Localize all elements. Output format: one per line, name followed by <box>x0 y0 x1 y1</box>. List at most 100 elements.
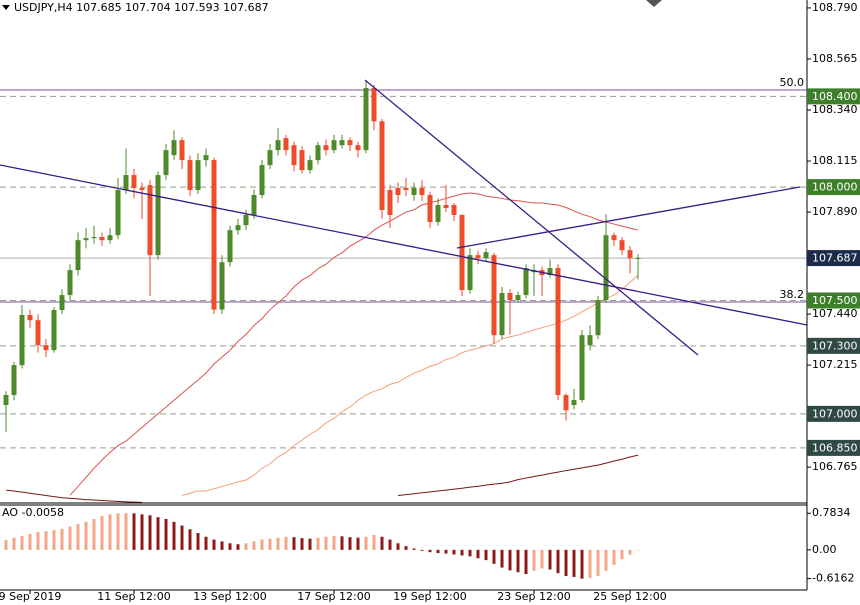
ao-bar <box>500 549 504 568</box>
ao-bar <box>76 524 80 550</box>
candle-body <box>355 145 361 151</box>
ao-bar <box>348 537 352 550</box>
candle-body <box>443 205 449 208</box>
candle-body <box>547 268 553 276</box>
y-tick-label: 107.440 <box>812 307 858 320</box>
candle-body <box>75 240 81 271</box>
candle-body <box>187 160 193 191</box>
ao-bar <box>108 514 112 550</box>
candle-body <box>227 230 233 263</box>
y-tick-label: 108.340 <box>812 103 858 116</box>
ao-bar <box>604 549 608 571</box>
candle-body <box>491 255 497 336</box>
candle-body <box>579 335 585 401</box>
candle-body <box>627 250 633 259</box>
level-label: 107.000 <box>812 407 858 420</box>
y-tick-label: 107.215 <box>812 358 858 371</box>
ao-bar <box>356 537 360 550</box>
candle-body <box>595 300 601 336</box>
ao-bar <box>524 549 528 575</box>
candle-body <box>51 310 57 351</box>
candle-body <box>339 140 345 146</box>
candle-body <box>195 160 201 191</box>
ao-bar <box>12 537 16 550</box>
trendlines <box>0 79 808 356</box>
candle-body <box>147 185 153 256</box>
candle-body <box>131 175 137 189</box>
ao-bar <box>460 549 464 556</box>
candle-body <box>571 400 577 406</box>
ao-bar <box>20 535 24 550</box>
candle-body <box>323 145 329 151</box>
x-tick-label: 19 Sep 12:00 <box>393 590 466 603</box>
ao-bar <box>292 537 296 550</box>
ao-bar <box>588 549 592 578</box>
chart-title: USDJPY,H4 107.685 107.704 107.593 107.68… <box>14 1 269 14</box>
ao-bar <box>372 534 376 550</box>
ao-bar <box>140 514 144 550</box>
candle-body <box>363 87 369 151</box>
candle-body <box>635 258 641 260</box>
x-tick-label: 25 Sep 12:00 <box>593 590 666 603</box>
y-tick-label: 108.790 <box>812 1 858 14</box>
trendline <box>0 164 808 326</box>
ao-bar <box>548 549 552 570</box>
candle-body <box>155 175 161 256</box>
ao-bar <box>316 537 320 550</box>
indicator-label: AO -0.0058 <box>2 506 64 519</box>
ao-bar <box>36 532 40 550</box>
ao-bar <box>612 549 616 565</box>
candle-body <box>251 195 257 215</box>
candle-body <box>211 160 217 310</box>
x-tick-label: 13 Sep 12:00 <box>193 590 266 603</box>
candle-body <box>619 240 625 251</box>
ao-bar <box>148 515 152 550</box>
candle-body <box>107 235 113 241</box>
ao-bar <box>284 536 288 550</box>
ao-bar <box>324 536 328 550</box>
candle-body <box>587 335 593 346</box>
ao-bar <box>92 519 96 550</box>
candle-body <box>115 190 121 236</box>
y-tick-label: 0.7834 <box>812 506 851 519</box>
candle-body <box>459 214 465 291</box>
ao-bar <box>396 543 400 550</box>
candle-body <box>523 268 529 296</box>
candle-body <box>275 140 281 151</box>
trendline <box>456 186 801 249</box>
ao-bar <box>228 543 232 550</box>
candle-body <box>3 395 9 406</box>
y-tick-label: 0.00 <box>812 543 837 556</box>
x-tick-label: 11 Sep 12:00 <box>97 590 170 603</box>
ao-bar <box>308 538 312 550</box>
ao-bar <box>596 549 600 576</box>
candle-body <box>219 262 225 310</box>
moving-average <box>181 274 639 496</box>
ao-bar <box>180 525 184 550</box>
moving-average <box>397 454 639 497</box>
level-label: 107.500 <box>812 294 858 307</box>
ao-bar <box>84 521 88 550</box>
ao-bar <box>428 549 432 553</box>
ao-bar <box>60 528 64 550</box>
candle-body <box>243 214 249 226</box>
ao-bar <box>332 535 336 550</box>
level-box <box>807 179 860 196</box>
candle-body <box>27 314 33 321</box>
menu-icon <box>2 5 10 10</box>
candle-body <box>483 252 489 259</box>
ao-bar <box>236 544 240 550</box>
ao-bar <box>580 549 584 579</box>
ao-bar <box>164 519 168 550</box>
candle-body <box>563 395 569 411</box>
ao-bar <box>436 549 440 554</box>
candle-body <box>307 160 313 171</box>
candle-body <box>123 175 129 191</box>
candle-body <box>347 140 353 146</box>
ao-bar <box>132 513 136 550</box>
ao-bar <box>44 531 48 550</box>
ao-bar <box>172 521 176 550</box>
ao-bar <box>620 549 624 560</box>
candle-body <box>331 140 337 151</box>
level-box <box>807 250 860 267</box>
